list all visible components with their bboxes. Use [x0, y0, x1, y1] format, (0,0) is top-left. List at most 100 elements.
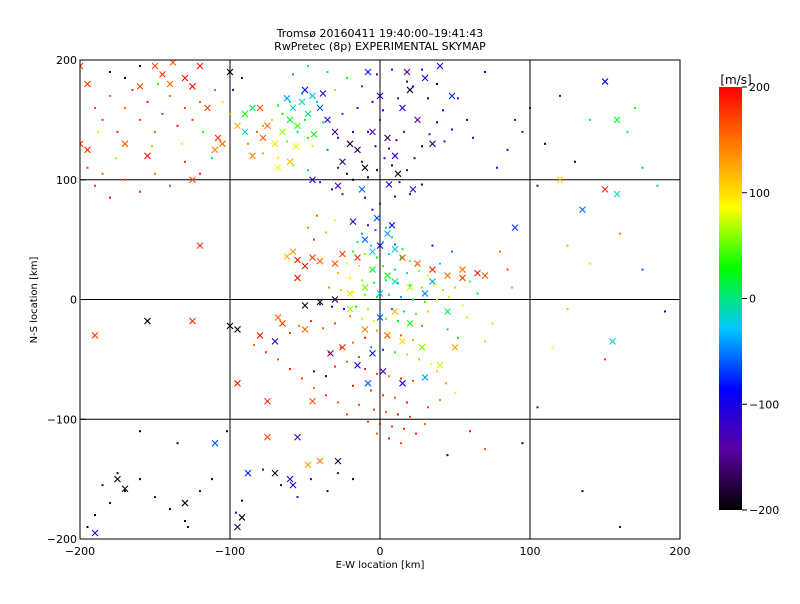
data-point-cross: [286, 475, 294, 483]
data-point-dot: [319, 303, 321, 306]
data-point-dot: [184, 520, 186, 523]
data-point-dot: [484, 448, 486, 451]
data-point-dot: [424, 300, 426, 303]
data-point-cross: [373, 214, 381, 222]
data-point-cross: [376, 92, 384, 100]
data-point-dot: [446, 454, 449, 457]
colorbar-ticks: 200 100 0 −100 −200: [742, 81, 779, 517]
data-point-cross: [399, 338, 406, 345]
data-point-dot: [364, 252, 366, 255]
data-point-dot: [406, 169, 408, 172]
data-point-cross: [414, 116, 421, 124]
data-point-dot: [385, 226, 387, 229]
data-point-cross: [421, 74, 429, 82]
data-point-dot: [397, 97, 399, 100]
data-point-dot: [154, 496, 156, 499]
data-point-dot: [391, 68, 393, 71]
data-point-dot: [226, 430, 228, 433]
data-point-dot: [313, 238, 315, 241]
data-point-cross: [80, 62, 84, 70]
data-point-cross: [196, 62, 204, 70]
data-point-dot: [328, 351, 330, 354]
data-point-dot: [101, 172, 104, 175]
data-point-cross: [283, 253, 291, 260]
data-point-cross: [289, 104, 297, 112]
data-point-dot: [382, 394, 384, 397]
data-point-cross: [384, 134, 391, 142]
data-point-dot: [589, 118, 591, 121]
data-point-dot: [199, 172, 201, 175]
data-point-dot: [307, 64, 309, 67]
data-point-dot: [289, 332, 291, 335]
data-point-dot: [367, 224, 369, 227]
data-point-dot: [364, 293, 366, 296]
y-tick-label: −200: [47, 533, 77, 546]
data-point-dot: [388, 252, 390, 255]
data-point-dot: [634, 106, 636, 109]
data-point-dot: [506, 268, 509, 271]
data-point-dot: [154, 130, 156, 133]
x-tick-label: 0: [377, 545, 384, 558]
data-point-dot: [397, 320, 399, 323]
data-point-dot: [115, 157, 117, 160]
data-point-dot: [202, 130, 204, 133]
data-point-dot: [406, 272, 408, 275]
data-point-cross: [364, 379, 372, 387]
x-tick-label: 100: [520, 545, 541, 558]
data-point-dot: [400, 334, 402, 337]
data-point-cross: [304, 461, 312, 469]
data-point-dot: [439, 399, 441, 402]
data-point-cross: [334, 457, 342, 465]
data-point-dot: [457, 336, 459, 339]
data-point-cross: [444, 308, 451, 315]
data-point-dot: [101, 484, 104, 487]
data-point-cross: [211, 146, 219, 154]
data-point-dot: [361, 279, 363, 282]
data-point-cross: [474, 269, 481, 277]
data-point-dot: [581, 490, 584, 493]
data-point-dot: [406, 80, 408, 83]
data-point-cross: [301, 326, 309, 333]
data-point-dot: [379, 202, 381, 205]
data-point-dot: [409, 193, 411, 196]
data-point-dot: [292, 164, 294, 167]
data-point-cross: [241, 110, 249, 118]
data-point-dot: [391, 308, 393, 311]
data-point-dot: [451, 250, 453, 253]
data-point-dot: [370, 346, 372, 349]
data-point-cross: [238, 514, 246, 521]
data-point-cross: [613, 116, 621, 124]
data-point-dot: [427, 97, 429, 100]
data-point-cross: [601, 78, 609, 85]
data-point-dot: [286, 140, 288, 143]
data-point-dot: [406, 353, 408, 356]
data-point-cross: [459, 274, 466, 282]
data-point-dot: [383, 157, 386, 160]
data-point-dot: [361, 232, 363, 235]
data-point-dot: [370, 244, 372, 247]
data-point-dot: [364, 336, 366, 339]
data-point-dot: [376, 73, 378, 76]
x-tick-label: −200: [65, 545, 95, 558]
data-point-dot: [352, 178, 354, 181]
data-point-dot: [325, 231, 327, 234]
data-point-dot: [415, 432, 417, 435]
data-point-cross: [459, 266, 466, 273]
data-point-cross: [294, 274, 301, 282]
data-point-dot: [310, 478, 312, 481]
data-point-dot: [529, 106, 531, 109]
data-point-cross: [385, 181, 393, 188]
data-point-cross: [219, 140, 226, 148]
data-point-dot: [337, 272, 339, 275]
data-point-dot: [352, 130, 354, 133]
data-point-dot: [421, 286, 423, 289]
data-point-dot: [337, 401, 339, 404]
data-point-dot: [457, 97, 459, 100]
data-point-cross: [579, 206, 586, 214]
data-point-cross: [364, 68, 372, 76]
data-point-dot: [131, 88, 134, 91]
data-point-cross: [481, 272, 489, 279]
data-point-dot: [415, 312, 417, 315]
data-point-cross: [331, 128, 339, 136]
data-point-dot: [296, 496, 299, 499]
